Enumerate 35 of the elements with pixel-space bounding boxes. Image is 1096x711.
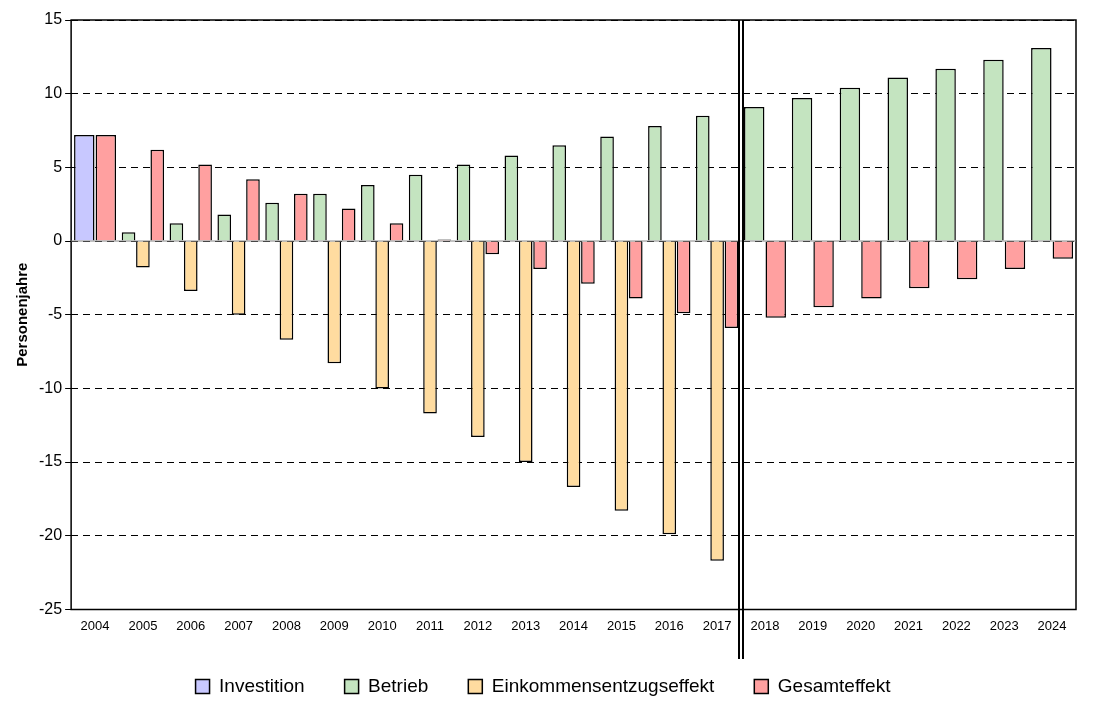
y-tick-label: 10 bbox=[44, 84, 63, 102]
y-tick-label: 5 bbox=[53, 157, 63, 175]
x-tick-label: 2009 bbox=[319, 617, 349, 633]
x-tick-label: 2007 bbox=[224, 617, 254, 633]
x-tick-label: 2008 bbox=[271, 617, 301, 633]
x-tick-label: 2011 bbox=[416, 617, 444, 633]
y-tick-label: -20 bbox=[39, 526, 63, 544]
y-tick-label: -5 bbox=[47, 305, 63, 323]
x-tick-label: 2024 bbox=[1037, 617, 1067, 633]
x-tick-label: 2021 bbox=[894, 617, 923, 633]
y-tick-label: 15 bbox=[44, 10, 63, 28]
y-tick-label: -15 bbox=[39, 452, 63, 470]
legend-label: Einkommensentzugseffekt bbox=[491, 674, 716, 696]
legend-label: Betrieb bbox=[368, 674, 429, 696]
x-tick-label: 2022 bbox=[941, 617, 971, 633]
y-axis-title: Personenjahre bbox=[13, 262, 31, 367]
legend-label: Investition bbox=[219, 674, 305, 696]
x-tick-label: 2010 bbox=[367, 617, 397, 633]
x-tick-label: 2012 bbox=[463, 617, 493, 633]
x-tick-label: 2017 bbox=[702, 617, 732, 633]
x-tick-label: 2019 bbox=[798, 617, 828, 633]
legend-label: Gesamteffekt bbox=[777, 674, 892, 696]
x-tick-label: 2006 bbox=[176, 617, 206, 633]
x-tick-label: 2023 bbox=[989, 617, 1019, 633]
x-tick-label: 2016 bbox=[654, 617, 684, 633]
x-tick-label: 2018 bbox=[750, 617, 780, 633]
y-tick-label: 0 bbox=[53, 231, 63, 249]
x-tick-label: 2005 bbox=[128, 617, 158, 633]
x-tick-label: 2013 bbox=[511, 617, 541, 633]
x-tick-label: 2004 bbox=[80, 617, 110, 633]
x-tick-label: 2020 bbox=[846, 617, 876, 633]
x-tick-label: 2014 bbox=[559, 617, 589, 633]
y-tick-label: -25 bbox=[39, 599, 63, 617]
y-tick-label: -10 bbox=[39, 378, 63, 396]
x-tick-label: 2015 bbox=[606, 617, 636, 633]
